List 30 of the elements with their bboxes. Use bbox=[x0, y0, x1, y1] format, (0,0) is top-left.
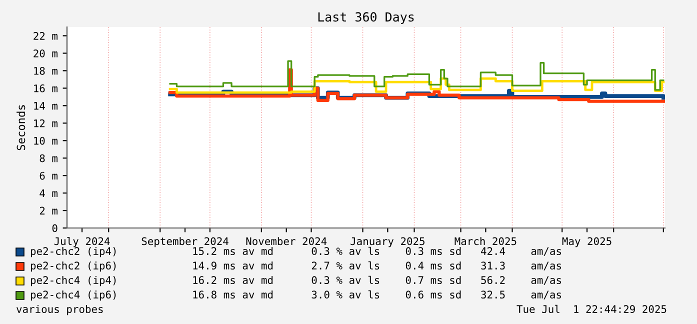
legend-label: pe2-chc2 (ip6) bbox=[30, 261, 116, 272]
text: 15.2 ms av md 0.3 % av ls 0.3 ms sd 42.4 am/as bbox=[193, 246, 561, 256]
y-axis-title: Seconds bbox=[16, 105, 26, 150]
y-tick-label: 22 m bbox=[34, 32, 58, 40]
y-tick-label: 4 m bbox=[40, 189, 58, 198]
legend-label: pe2-chc4 (ip4) bbox=[30, 276, 116, 286]
y-tick-label: 14 m bbox=[34, 102, 58, 110]
x-tick-label: January 2025 bbox=[350, 237, 424, 248]
y-tick-label: 6 m bbox=[40, 172, 58, 180]
y-tick-label: 12 m bbox=[34, 119, 58, 128]
y-tick-label: 16 m bbox=[34, 84, 58, 92]
y-tick-label: 20 m bbox=[34, 49, 58, 58]
y-tick-label: 0 bbox=[52, 224, 58, 232]
y-tick-label: 2 m bbox=[40, 206, 58, 215]
text: various probes bbox=[16, 304, 103, 316]
chart-title: Last 360 Days bbox=[318, 12, 414, 24]
y-tick-label: 18 m bbox=[34, 66, 58, 75]
legend-label: pe2-chc4 (ip6) bbox=[30, 290, 116, 301]
x-tick-label: November 2024 bbox=[246, 237, 327, 246]
legend-label: pe2-chc2 (ip4) bbox=[30, 246, 116, 258]
x-tick-label: March 2025 bbox=[454, 237, 516, 246]
y-tick-label: 10 m bbox=[34, 136, 58, 145]
x-tick-label: September 2024 bbox=[142, 237, 228, 248]
y-tick-label: 8 m bbox=[40, 154, 58, 162]
text: 14.9 ms av md 2.7 % av ls 0.4 ms sd 31.3 am/as bbox=[193, 261, 561, 270]
text: Tue Jul 1 22:44:29 2025 bbox=[516, 304, 666, 314]
text: 16.8 ms av md 3.0 % av ls 0.6 ms sd 32.5 am/as bbox=[193, 290, 561, 300]
text: 16.2 ms av md 0.3 % av ls 0.7 ms sd 56.2 am/as bbox=[193, 276, 561, 285]
x-tick-label: May 2025 bbox=[562, 237, 612, 248]
x-tick-label: July 2024 bbox=[54, 237, 110, 248]
